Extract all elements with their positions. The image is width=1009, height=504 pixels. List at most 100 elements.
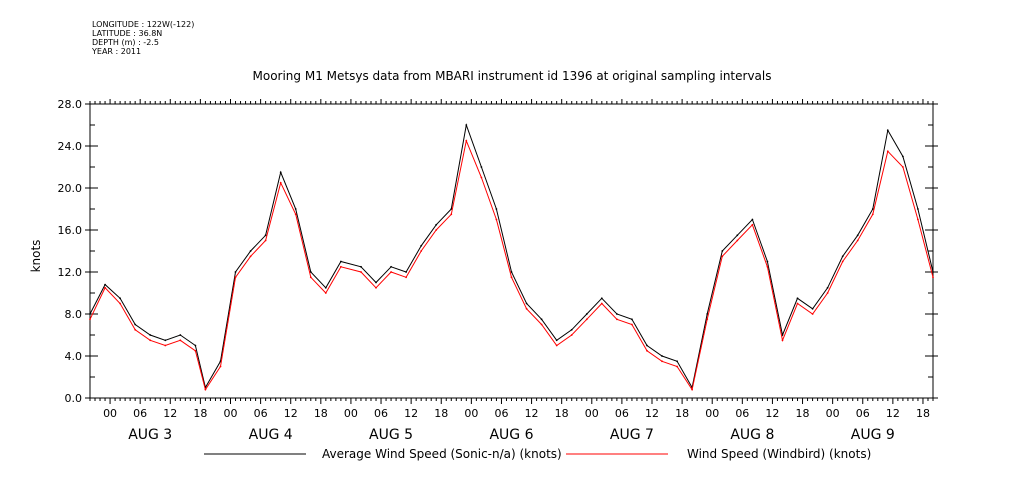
- data-point: [841, 255, 844, 258]
- data-point: [249, 250, 252, 252]
- data-point: [390, 265, 392, 268]
- data-point: [179, 334, 182, 336]
- year-label: YEAR : 2011: [92, 47, 142, 56]
- x-hour-label: 00: [464, 407, 478, 420]
- data-point: [450, 213, 453, 216]
- data-point: [646, 344, 648, 347]
- x-hour-label: 00: [344, 407, 358, 420]
- x-hour-label: 12: [404, 407, 418, 420]
- x-hour-label: 00: [585, 407, 599, 420]
- data-point: [886, 129, 889, 132]
- data-point: [555, 344, 558, 347]
- data-point: [164, 339, 167, 342]
- y-tick-label: 28.0: [58, 98, 83, 111]
- data-point: [932, 271, 934, 273]
- data-point: [340, 260, 342, 263]
- depth-label: DEPTH (m) : -2.5: [92, 38, 159, 47]
- x-day-label: AUG 3: [128, 427, 172, 443]
- y-tick-label: 12.0: [58, 266, 83, 279]
- data-point: [309, 276, 312, 279]
- data-point: [279, 181, 282, 184]
- data-point: [324, 292, 327, 294]
- series-line: [89, 123, 934, 389]
- data-point: [360, 271, 362, 273]
- x-hour-label: 18: [193, 407, 207, 420]
- data-point: [340, 265, 342, 268]
- x-day-label: AUG 9: [851, 427, 895, 443]
- x-hour-label: 06: [494, 407, 508, 420]
- x-hour-label: 06: [133, 407, 147, 420]
- x-hour-label: 00: [826, 407, 840, 420]
- metadata-block: LONGITUDE : 122W(-122) LATITUDE : 36.8N …: [92, 20, 194, 56]
- data-point: [390, 271, 392, 273]
- legend: Average Wind Speed (Sonic-n/a) (knots) Wi…: [204, 447, 871, 461]
- data-point: [149, 339, 152, 342]
- data-point: [480, 176, 483, 179]
- data-point: [796, 297, 799, 300]
- data-point: [811, 313, 814, 315]
- data-point: [104, 283, 106, 286]
- data-point: [405, 271, 407, 273]
- data-point: [234, 271, 237, 273]
- data-point: [375, 281, 377, 284]
- data-point: [450, 208, 453, 210]
- data-point: [234, 276, 237, 279]
- data-point: [134, 328, 137, 331]
- data-point: [435, 223, 438, 226]
- axes: 0.0 4.0 8.0 12.0 16.0 20.0 24.0 28.0 00 06 12 18 00 0…: [58, 98, 938, 443]
- data-point: [781, 334, 784, 336]
- data-point: [119, 302, 121, 305]
- y-tick-label: 8.0: [65, 308, 83, 321]
- x-hour-label: 12: [525, 407, 539, 420]
- data-point: [886, 150, 889, 153]
- longitude-label: LONGITUDE : 122W(-122): [92, 20, 195, 29]
- x-day-label: AUG 4: [249, 427, 293, 443]
- x-hour-label: 06: [374, 407, 388, 420]
- data-point: [781, 339, 784, 342]
- data-point: [856, 234, 859, 237]
- data-point: [631, 323, 633, 326]
- data-point: [480, 166, 483, 168]
- data-point: [661, 360, 663, 363]
- data-point: [706, 313, 709, 315]
- y-tick-label: 4.0: [65, 350, 83, 363]
- data-point: [294, 213, 297, 216]
- legend-label-average: Average Wind Speed (Sonic-n/a) (knots): [322, 447, 562, 461]
- data-point: [540, 318, 543, 321]
- data-point: [796, 302, 799, 305]
- x-hour-label: 12: [645, 407, 659, 420]
- data-point: [420, 244, 423, 247]
- data-point: [279, 171, 282, 174]
- x-hour-label: 00: [103, 407, 117, 420]
- data-point: [149, 334, 152, 336]
- data-point: [616, 313, 618, 315]
- data-point: [871, 208, 874, 210]
- data-point: [676, 365, 678, 368]
- data-point: [826, 286, 829, 289]
- x-hour-label: 06: [254, 407, 268, 420]
- data-point: [766, 265, 769, 268]
- series-line: [89, 139, 934, 391]
- data-point: [736, 239, 739, 242]
- x-hour-label: 18: [675, 407, 689, 420]
- data-point: [324, 286, 327, 289]
- x-hour-label: 18: [555, 407, 569, 420]
- x-day-label: AUG 5: [369, 427, 413, 443]
- data-point: [540, 323, 543, 326]
- data-point: [600, 297, 603, 300]
- data-point: [219, 365, 222, 368]
- data-point: [194, 344, 197, 347]
- data-point: [661, 355, 663, 357]
- y-axis-label: knots: [29, 240, 43, 273]
- x-hour-label: 12: [886, 407, 900, 420]
- x-day-label: AUG 8: [730, 427, 774, 443]
- data-point: [294, 208, 297, 210]
- data-point: [736, 234, 739, 237]
- data-point: [465, 124, 468, 126]
- data-point: [646, 349, 648, 352]
- data-point: [405, 276, 407, 279]
- data-point: [194, 349, 197, 352]
- data-point: [525, 307, 528, 310]
- x-hour-label: 18: [434, 407, 448, 420]
